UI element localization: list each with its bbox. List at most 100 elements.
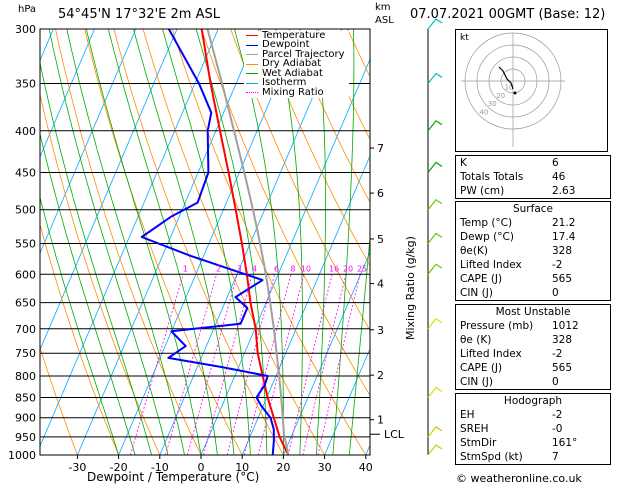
mixing-ratio-label: 8 [290, 264, 295, 273]
table-row: StmSpd (kt) 7 [456, 450, 610, 464]
table-row-value: 21.2 [552, 217, 576, 229]
hodograph-table-title: Hodograph [503, 395, 563, 407]
table-row-label: θe (K) [460, 334, 492, 346]
dry-adiabat-line [55, 29, 202, 455]
km-tick-label: 4 [377, 278, 384, 291]
tt-label: Totals Totals [460, 171, 524, 183]
isotherm-line [283, 251, 370, 455]
temperature-line [200, 29, 290, 455]
km-tick-label: 3 [377, 324, 384, 337]
lcl-label: LCL [384, 428, 405, 441]
legend-item: Dry Adiabat [246, 58, 345, 70]
km-tick-label: 1 [377, 414, 384, 427]
legend-label: Dry Adiabat [262, 58, 322, 70]
dry-adiabat-line [288, 29, 370, 204]
wind-barb [427, 161, 443, 173]
hodograph-trace [498, 66, 514, 90]
indices-table: K 6 Totals Totals 46 PW (cm) 2.63 [455, 155, 611, 199]
wind-barb [427, 198, 443, 211]
mixing-ratio-axis-label: Mixing Ratio (g/kg) [404, 236, 417, 340]
mixing-ratio-label: 1 [183, 264, 188, 273]
location-title: 54°45'N 17°32'E 2m ASL [58, 7, 220, 22]
table-row-label: Lifted Index [460, 348, 522, 360]
isotherm-line [241, 154, 370, 455]
table-row-label: StmSpd (kt) [460, 451, 523, 463]
table-row-value: 328 [552, 334, 573, 346]
legend-label: Temperature [262, 29, 326, 41]
table-row: Dewp (°C) 17.4 [456, 230, 610, 244]
table-row-value: 0 [552, 376, 559, 388]
dry-adiabat-line [259, 29, 370, 267]
isotherm-line [40, 29, 219, 448]
table-row-label: CIN (J) [460, 376, 493, 388]
wind-barb [427, 317, 443, 330]
pressure-tick-label: 550 [15, 237, 36, 250]
legend-label: Parcel Trajectory [262, 48, 345, 60]
legend-swatch [246, 92, 258, 94]
mixing-ratio-label: 10 [301, 264, 311, 273]
x-tick-label: 20 [276, 461, 290, 474]
table-row-value: 565 [552, 362, 573, 374]
isotherm-line [77, 29, 260, 455]
legend-swatch [246, 44, 258, 46]
km-tick-label: 6 [377, 187, 384, 200]
table-row-label: Pressure (mb) [460, 320, 534, 332]
table-row: CIN (J) 0 [456, 375, 610, 389]
wind-barb [427, 263, 443, 275]
parcel-trajectory-line [206, 29, 290, 455]
table-row: Pressure (mb) 1012 [456, 319, 610, 333]
km-tick-label: 5 [377, 233, 384, 246]
table-row: θe(K) 328 [456, 244, 610, 258]
table-row: EH -2 [456, 408, 610, 422]
table-row-label: θe(K) [460, 245, 488, 257]
wind-barb [427, 426, 443, 438]
legend-item: Wet Adiabat [246, 67, 345, 79]
surface-title: Surface [512, 203, 553, 215]
hodograph-ring-label: 10 [505, 83, 514, 91]
hodograph-ring-label: 40 [479, 109, 488, 117]
pressure-tick-label: 650 [15, 297, 36, 310]
surface-table: Surface Temp (°C) 21.2 Dewp (°C) 17.4 θe(K) 3… [455, 201, 611, 301]
mixing-ratio-label: 20 [343, 264, 353, 273]
mixing-ratio-line [165, 274, 217, 455]
legend-swatch [246, 54, 258, 56]
wind-barb [427, 386, 443, 398]
pressure-tick-label: 800 [15, 370, 36, 383]
pressure-tick-label: 850 [15, 391, 36, 404]
table-row-value: -2 [552, 348, 563, 360]
table-row: Lifted Index -2 [456, 347, 610, 361]
wind-barb [427, 444, 443, 456]
x-tick-label: -30 [68, 461, 86, 474]
table-row-value: 328 [552, 245, 573, 257]
pressure-tick-label: 950 [15, 431, 36, 444]
wind-barb [427, 72, 443, 84]
pressure-tick-label: 500 [15, 204, 36, 217]
wind-barb [427, 18, 443, 30]
wind-barb [427, 232, 443, 244]
table-row-label: Dewp (°C) [460, 231, 514, 243]
legend-label: Wet Adiabat [262, 67, 323, 79]
pressure-tick-label: 700 [15, 323, 36, 336]
x-tick-label: 30 [318, 461, 332, 474]
table-row-label: StmDir [460, 437, 497, 449]
table-row-value: 17.4 [552, 231, 576, 243]
mixing-ratio-label: 16 [329, 264, 339, 273]
x-tick-label: -10 [151, 461, 169, 474]
table-row-value: 7 [552, 451, 559, 463]
dry-adiabat-line [40, 346, 78, 455]
pressure-tick-label: 400 [15, 125, 36, 138]
table-row-value: 565 [552, 273, 573, 285]
wet-adiabat-line [162, 29, 251, 455]
table-row-value: -0 [552, 423, 563, 435]
legend-swatch [246, 63, 258, 65]
table-row: Lifted Index -2 [456, 258, 610, 272]
table-row-label: Lifted Index [460, 259, 522, 271]
table-row: CIN (J) 0 [456, 286, 610, 300]
table-row: SREH -0 [456, 422, 610, 436]
legend-item: Mixing Ratio [246, 87, 345, 98]
table-row: CAPE (J) 565 [456, 361, 610, 375]
isotherm-line [200, 58, 370, 455]
km-tick-label: 7 [377, 142, 384, 155]
table-row-value: 1012 [552, 320, 579, 332]
